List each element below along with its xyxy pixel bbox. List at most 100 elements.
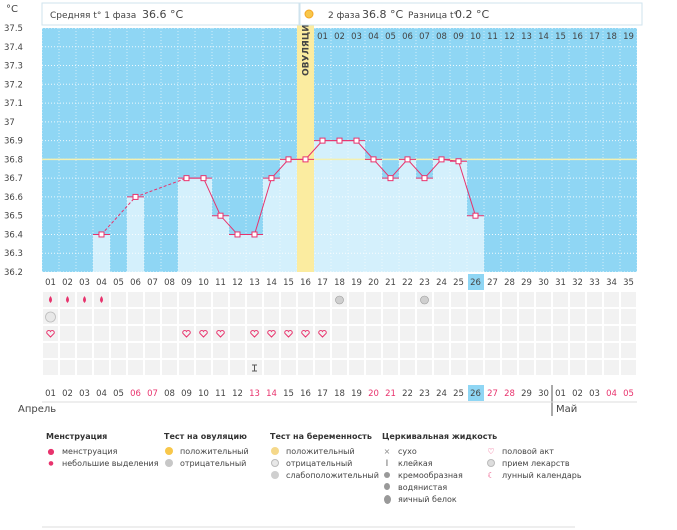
mark-cell — [196, 326, 211, 341]
temperature-point — [234, 231, 241, 238]
legend-title: Тест на беременность — [270, 432, 372, 441]
y-axis: °C 37.5 37.4 37.3 37.2 37.1 37 36.9 36.8 36.7 36.6… — [4, 4, 23, 278]
legend-item: водянистая — [382, 482, 497, 494]
y-tick-label: 36.3 — [4, 249, 23, 259]
mark-cell — [315, 343, 330, 358]
mark-cell — [366, 360, 381, 375]
blood-drop-icon — [49, 296, 52, 303]
mark-cell — [315, 360, 330, 375]
mark-cell — [281, 360, 296, 375]
date-label: 14 — [266, 389, 277, 399]
date-label: 29 — [521, 389, 532, 399]
mark-cell — [434, 292, 449, 307]
y-tick-label: 36.5 — [4, 212, 23, 222]
mark-cell — [553, 309, 568, 324]
post-ovulation-day: 17 — [589, 32, 600, 42]
temperature-segment — [135, 177, 187, 198]
y-tick-label: 36.8 — [4, 155, 23, 165]
date-label: 03 — [589, 389, 600, 399]
date-label: 27 — [487, 389, 498, 399]
date-label: 20 — [368, 389, 379, 399]
legend-menstruation: Менструация ● менструация ● небольшие выде… — [46, 432, 159, 470]
x-tick-label: 35 — [623, 278, 634, 288]
month-label: Май — [556, 404, 577, 415]
temperature-bar — [416, 178, 433, 272]
mark-cell — [383, 360, 398, 375]
x-tick-label: 33 — [589, 278, 600, 288]
temperature-point — [387, 175, 394, 182]
today-date-highlight — [468, 385, 484, 401]
mark-cell — [434, 360, 449, 375]
mark-cell — [264, 309, 279, 324]
mark-cell — [94, 343, 109, 358]
post-ovulation-day: 04 — [368, 32, 379, 42]
date-label: 02 — [572, 389, 583, 399]
legend-item: положительный — [164, 446, 249, 458]
mark-cell — [485, 326, 500, 341]
smiley-weak-icon — [270, 471, 280, 481]
mark-cell — [43, 360, 58, 375]
mark-cell — [111, 309, 126, 324]
post-ovulation-day: 05 — [385, 32, 396, 42]
small-drop-icon: ● — [48, 460, 54, 467]
mark-cell — [179, 309, 194, 324]
y-tick-label: 36.2 — [4, 268, 23, 278]
mark-cell — [298, 292, 313, 307]
temperature-segment — [373, 159, 391, 179]
mark-cell — [366, 326, 381, 341]
heart-icon — [250, 330, 259, 338]
temperature-point — [353, 137, 360, 144]
date-label: 26 — [470, 389, 481, 399]
mark-cell — [230, 343, 245, 358]
mark-cell — [519, 343, 534, 358]
diff-value: 0.2 °C — [455, 8, 489, 21]
mark-cell — [196, 343, 211, 358]
mark-cell — [145, 292, 160, 307]
temperature-bar — [314, 140, 331, 272]
mark-cell — [128, 292, 143, 307]
post-ovulation-day: 06 — [402, 32, 413, 42]
mark-cell — [417, 326, 432, 341]
mark-cell — [94, 326, 109, 341]
sun-icon — [304, 9, 314, 19]
mark-cell — [298, 343, 313, 358]
mark-cell — [111, 360, 126, 375]
mark-cell — [281, 292, 296, 307]
date-label: 15 — [283, 389, 294, 399]
mark-cell — [553, 360, 568, 375]
date-label: 21 — [385, 389, 396, 399]
legend-title: Менструация — [46, 432, 108, 441]
phase2-value: 36.8 °C — [362, 8, 403, 21]
mark-cell — [417, 309, 432, 324]
date-label: 23 — [419, 389, 430, 399]
post-ovulation-day: 16 — [572, 32, 583, 42]
egg-white-icon — [382, 495, 392, 505]
date-label: 05 — [113, 389, 124, 399]
mark-cell — [383, 343, 398, 358]
mark-cell — [298, 326, 313, 341]
mark-cell — [468, 292, 483, 307]
mark-cell — [213, 292, 228, 307]
mark-cell — [77, 326, 92, 341]
mark-cell — [43, 343, 58, 358]
mark-cell — [332, 309, 347, 324]
date-label: 03 — [79, 389, 90, 399]
mark-cell — [536, 360, 551, 375]
phase1-value: 36.6 °C — [142, 8, 183, 21]
temperature-segment — [424, 159, 442, 179]
temperature-bar — [348, 140, 365, 272]
y-tick-label: 37 — [4, 118, 15, 128]
temperature-point — [183, 175, 190, 182]
legend-pregnancy-test: Тест на беременность положительный отриц… — [270, 432, 379, 482]
mark-cell — [485, 343, 500, 358]
x-tick-label: 18 — [334, 278, 345, 288]
mark-cell — [349, 326, 364, 341]
temperature-segment — [101, 196, 136, 235]
mark-cell — [621, 309, 636, 324]
heart-icon — [267, 330, 276, 338]
mark-cell — [128, 326, 143, 341]
phase1-label: Средняя t° 1 фаза — [50, 11, 136, 21]
mark-cell — [196, 360, 211, 375]
